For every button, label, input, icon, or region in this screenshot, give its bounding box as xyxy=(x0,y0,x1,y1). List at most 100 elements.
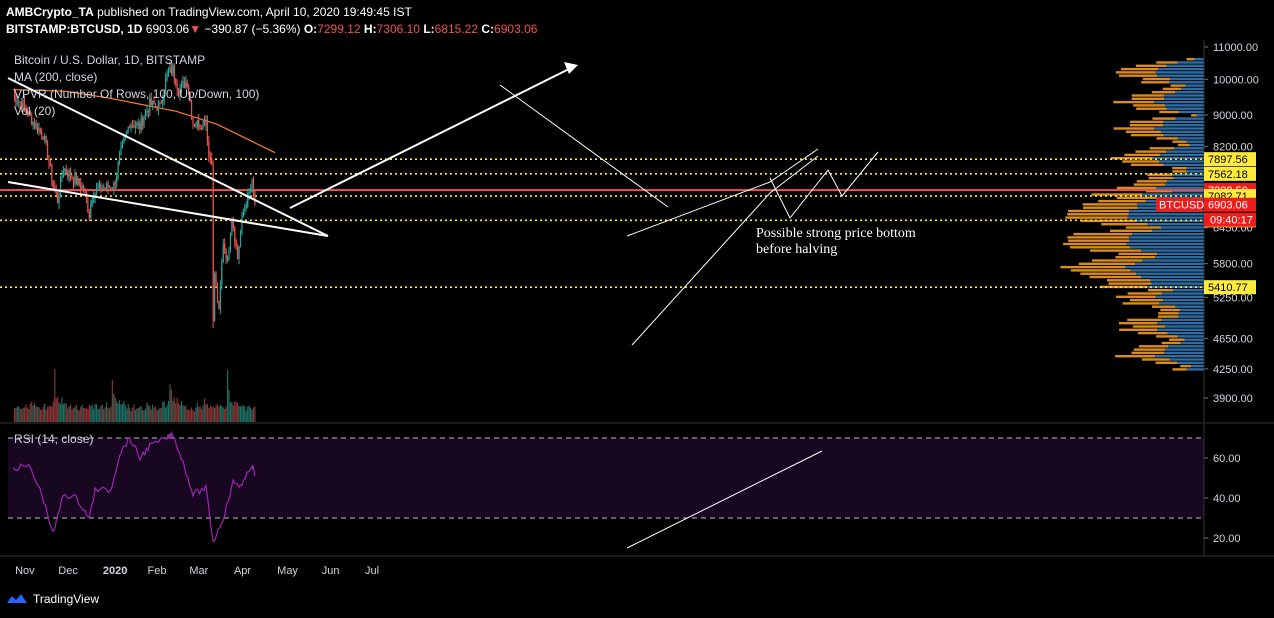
candle-body[interactable] xyxy=(28,111,30,116)
candle-body[interactable] xyxy=(82,185,85,190)
candle-body[interactable] xyxy=(150,98,152,105)
candle-body[interactable] xyxy=(123,138,125,143)
candle-body[interactable] xyxy=(97,188,99,190)
candle-body[interactable] xyxy=(26,111,28,116)
candle-body[interactable] xyxy=(35,123,37,128)
candle-body[interactable] xyxy=(241,216,243,233)
legend-vpvr[interactable]: VPVR (Number Of Rows, 100, Up/Down, 100) xyxy=(14,87,260,101)
candle-body[interactable] xyxy=(93,197,95,199)
candle-body[interactable] xyxy=(229,234,232,251)
candle-body[interactable] xyxy=(252,178,255,192)
candle-body[interactable] xyxy=(67,172,69,177)
candle-body[interactable] xyxy=(41,131,43,137)
candle-body[interactable] xyxy=(188,86,190,94)
candle-body[interactable] xyxy=(19,101,21,103)
candle-body[interactable] xyxy=(190,101,193,117)
candle-body[interactable] xyxy=(231,218,233,235)
candle-body[interactable] xyxy=(137,123,139,125)
candle-body[interactable] xyxy=(42,136,44,140)
candle-body[interactable] xyxy=(195,125,197,127)
candle-body[interactable] xyxy=(226,257,229,260)
candle-body[interactable] xyxy=(88,212,90,219)
candle-body[interactable] xyxy=(175,78,177,85)
candle-body[interactable] xyxy=(172,65,174,74)
candle-body[interactable] xyxy=(152,100,154,105)
candle-body[interactable] xyxy=(199,128,201,130)
candle-body[interactable] xyxy=(133,125,135,128)
candle-body[interactable] xyxy=(118,154,121,163)
candle-body[interactable] xyxy=(239,232,242,247)
candle-body[interactable] xyxy=(62,170,64,177)
candle-body[interactable] xyxy=(23,101,26,107)
candle-body[interactable] xyxy=(38,128,40,132)
candle-body[interactable] xyxy=(198,120,200,129)
candle-body[interactable] xyxy=(58,195,60,203)
candle-body[interactable] xyxy=(228,250,230,258)
candle-body[interactable] xyxy=(139,123,141,130)
candle-body[interactable] xyxy=(25,106,27,112)
candle-body[interactable] xyxy=(32,122,34,126)
candle-body[interactable] xyxy=(163,91,165,100)
candle-body[interactable] xyxy=(120,147,122,155)
candle-body[interactable] xyxy=(173,65,175,79)
candle-body[interactable] xyxy=(142,117,144,126)
candle-body[interactable] xyxy=(49,163,52,165)
candle-body[interactable] xyxy=(22,101,24,110)
candle-body[interactable] xyxy=(248,192,250,194)
candle-body[interactable] xyxy=(216,282,219,302)
candle-body[interactable] xyxy=(121,142,124,148)
symbol-label[interactable]: BITSTAMP:BTCUSD, 1D xyxy=(6,22,143,36)
candle-body[interactable] xyxy=(201,128,203,130)
candle-body[interactable] xyxy=(68,170,70,177)
candle-body[interactable] xyxy=(136,123,138,127)
candle-body[interactable] xyxy=(225,249,227,260)
candle-body[interactable] xyxy=(205,119,207,126)
candle-body[interactable] xyxy=(251,178,253,191)
candle-body[interactable] xyxy=(15,95,17,103)
legend-vol[interactable]: Vol (20) xyxy=(14,104,56,118)
candle-body[interactable] xyxy=(110,187,112,190)
candle-body[interactable] xyxy=(57,193,59,203)
candle-body[interactable] xyxy=(211,158,213,165)
candle-body[interactable] xyxy=(45,136,47,143)
candle-body[interactable] xyxy=(234,227,236,242)
candle-body[interactable] xyxy=(232,218,234,228)
candle-body[interactable] xyxy=(65,168,67,173)
candle-body[interactable] xyxy=(206,119,208,142)
candle-body[interactable] xyxy=(186,82,188,87)
candle-body[interactable] xyxy=(235,241,237,246)
candle-body[interactable] xyxy=(71,177,73,180)
candle-body[interactable] xyxy=(222,243,224,263)
candle-body[interactable] xyxy=(81,185,83,189)
candle-body[interactable] xyxy=(91,197,93,205)
candle-body[interactable] xyxy=(170,67,172,74)
candle-body[interactable] xyxy=(87,199,89,213)
candle-body[interactable] xyxy=(116,174,118,184)
candle-body[interactable] xyxy=(100,184,102,191)
candle-body[interactable] xyxy=(238,246,240,259)
candle-body[interactable] xyxy=(80,184,82,189)
tradingview-brand[interactable]: TradingView xyxy=(6,592,99,606)
candle-body[interactable] xyxy=(59,177,62,196)
candle-body[interactable] xyxy=(13,94,16,96)
candle-body[interactable] xyxy=(74,175,76,184)
candle-body[interactable] xyxy=(203,120,206,126)
candle-body[interactable] xyxy=(16,102,18,104)
candle-body[interactable] xyxy=(117,162,119,175)
candle-body[interactable] xyxy=(72,179,75,184)
candle-body[interactable] xyxy=(75,175,77,185)
candle-body[interactable] xyxy=(189,93,191,102)
candle-body[interactable] xyxy=(209,157,211,159)
candle-body[interactable] xyxy=(126,130,128,135)
candle-body[interactable] xyxy=(95,188,98,193)
candle-body[interactable] xyxy=(108,187,111,189)
candle-body[interactable] xyxy=(98,184,100,189)
candle-body[interactable] xyxy=(237,245,239,259)
candle-body[interactable] xyxy=(103,187,105,189)
candle-body[interactable] xyxy=(196,120,198,126)
candle-body[interactable] xyxy=(113,182,115,190)
candle-body[interactable] xyxy=(130,125,132,129)
candle-body[interactable] xyxy=(46,142,49,160)
rsi-line[interactable] xyxy=(12,430,256,542)
